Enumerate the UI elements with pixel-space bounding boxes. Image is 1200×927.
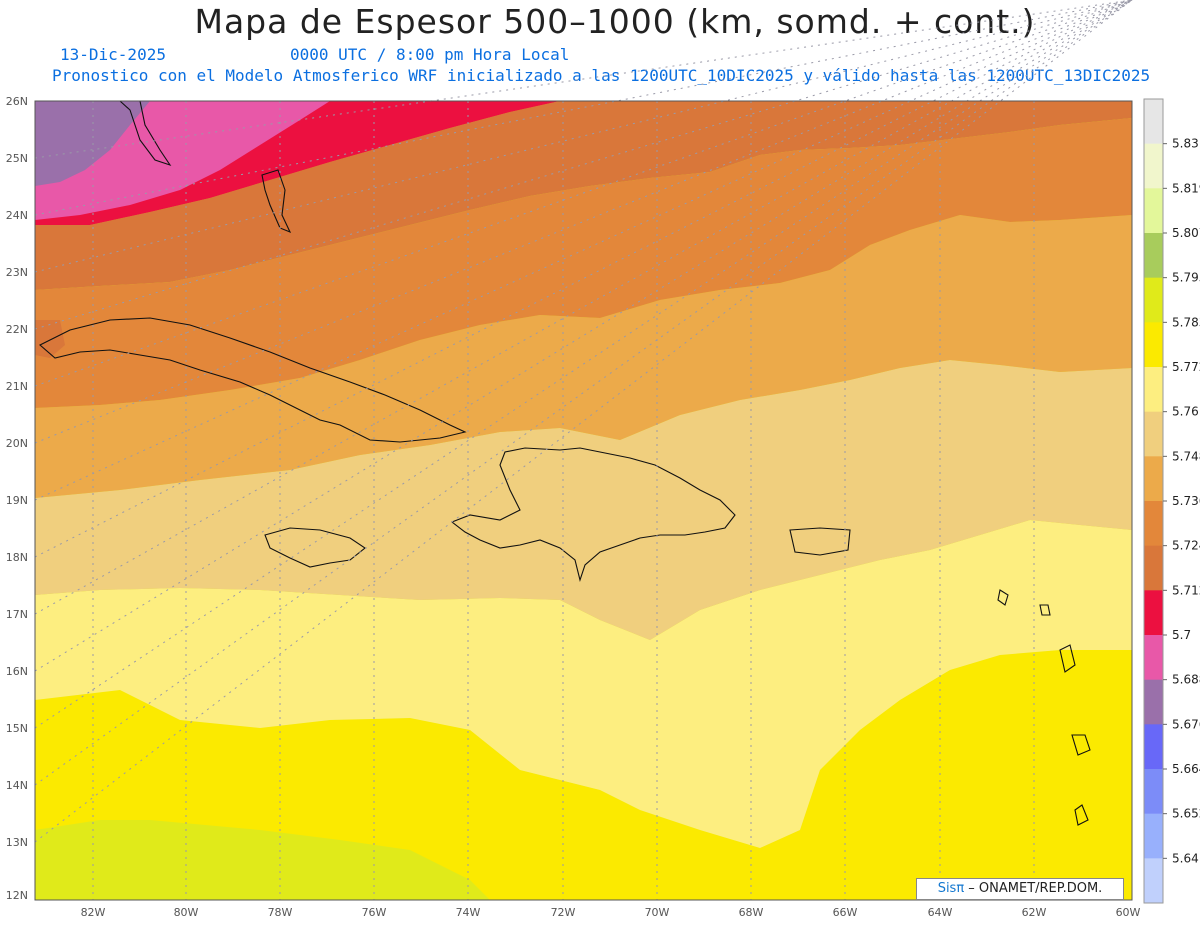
colorbar-swatch bbox=[1144, 545, 1163, 591]
colorbar-swatch bbox=[1144, 233, 1163, 279]
forecast-date: 13-Dic-2025 bbox=[60, 45, 166, 64]
lat-label: 25N bbox=[6, 152, 28, 165]
colorbar-level-label: 5.664 bbox=[1172, 762, 1200, 776]
lat-label: 20N bbox=[6, 437, 28, 450]
lat-label: 14N bbox=[6, 779, 28, 792]
colorbar-level-label: 5.76 bbox=[1172, 405, 1199, 419]
credit-text: – ONAMET/REP.DOM. bbox=[964, 881, 1103, 896]
lon-label: 68W bbox=[739, 906, 764, 919]
lat-label: 21N bbox=[6, 380, 28, 393]
colorbar-level-label: 5.748 bbox=[1172, 449, 1200, 463]
lat-label: 24N bbox=[6, 209, 28, 222]
colorbar-swatch bbox=[1144, 188, 1163, 234]
colorbar-level-label: 5.772 bbox=[1172, 360, 1200, 374]
coast-hispaniola bbox=[450, 447, 736, 582]
credit-box: Sisπ – ONAMET/REP.DOM. bbox=[916, 878, 1124, 900]
band-tan bbox=[35, 360, 1132, 640]
colorbar-swatch bbox=[1144, 456, 1163, 502]
lon-label: 62W bbox=[1022, 906, 1047, 919]
colorbar-swatch bbox=[1144, 367, 1163, 413]
lat-label: 19N bbox=[6, 494, 28, 507]
lon-label: 78W bbox=[268, 906, 293, 919]
colorbar-level-label: 5.64 bbox=[1172, 851, 1199, 865]
colorbar-swatch bbox=[1144, 99, 1163, 145]
lat-label: 26N bbox=[6, 95, 28, 108]
colorbar-swatch bbox=[1144, 858, 1163, 904]
coast-jamaica bbox=[264, 527, 366, 568]
colorbar-level-label: 5.652 bbox=[1172, 807, 1200, 821]
lat-label: 13N bbox=[6, 836, 28, 849]
band-dark-orange-west bbox=[35, 320, 65, 358]
colorbar-level-label: 5.736 bbox=[1172, 494, 1200, 508]
coast-puerto-rico bbox=[789, 527, 851, 556]
forecast-time: 0000 UTC / 8:00 pm Hora Local bbox=[290, 45, 570, 64]
lon-label: 70W bbox=[645, 906, 670, 919]
lon-label: 76W bbox=[362, 906, 387, 919]
band-dark-orange bbox=[35, 101, 1132, 290]
lat-label: 23N bbox=[6, 266, 28, 279]
band-light-orange bbox=[35, 215, 1132, 498]
plot-frame bbox=[34, 100, 1133, 901]
colorbar-swatch bbox=[1144, 590, 1163, 636]
band-pale-yellow bbox=[35, 520, 1132, 848]
colorbar-level-label: 5.712 bbox=[1172, 583, 1200, 597]
coast-lesser-antilles bbox=[997, 589, 1091, 826]
lon-label: 82W bbox=[81, 906, 106, 919]
grid bbox=[34, 0, 1133, 900]
colorbar-swatch bbox=[1144, 277, 1163, 323]
colorbar: 5.831 5.819 5.807 5.795 5.783 5.772 5.76 5.748 5… bbox=[1143, 98, 1200, 904]
lat-label: 12N bbox=[6, 889, 28, 902]
lat-label: 18N bbox=[6, 551, 28, 564]
colorbar-swatch bbox=[1144, 411, 1163, 457]
lon-label: 80W bbox=[174, 906, 199, 919]
coast-florida bbox=[119, 100, 172, 167]
lon-label: 64W bbox=[928, 906, 953, 919]
colorbar-level-label: 5.7 bbox=[1172, 628, 1191, 642]
colorbar-level-label: 5.783 bbox=[1172, 315, 1200, 329]
lat-label: 16N bbox=[6, 665, 28, 678]
colorbar-swatch bbox=[1144, 635, 1163, 681]
colorbar-swatch bbox=[1144, 769, 1163, 815]
band-yellow bbox=[35, 650, 1132, 900]
band-tan-hispaniola bbox=[625, 475, 660, 515]
lon-label: 66W bbox=[833, 906, 858, 919]
band-orange bbox=[35, 118, 1132, 408]
lat-label: 22N bbox=[6, 323, 28, 336]
lat-label: 17N bbox=[6, 608, 28, 621]
colorbar-swatch bbox=[1144, 813, 1163, 859]
colorbar-swatch bbox=[1144, 501, 1163, 547]
colorbar-level-label: 5.807 bbox=[1172, 226, 1200, 240]
coast-cuba bbox=[39, 317, 467, 443]
sispi-logo: Sisπ bbox=[937, 881, 965, 896]
lat-axis: 26N 25N 24N 23N 22N 21N 20N 19N 18N 17N … bbox=[6, 95, 28, 902]
coastlines bbox=[39, 100, 1091, 826]
coast-andros bbox=[261, 169, 292, 234]
lon-axis: 82W 80W 78W 76W 74W 72W 70W 68W 66W 64W … bbox=[81, 906, 1141, 919]
colorbar-swatch bbox=[1144, 143, 1163, 189]
lon-label: 72W bbox=[551, 906, 576, 919]
colorbar-swatch bbox=[1144, 322, 1163, 368]
colorbar-level-label: 5.688 bbox=[1172, 673, 1200, 687]
colorbar-swatch bbox=[1144, 679, 1163, 725]
lon-label: 60W bbox=[1116, 906, 1141, 919]
filled-contours bbox=[35, 101, 1132, 900]
lat-label: 15N bbox=[6, 722, 28, 735]
lon-label: 74W bbox=[456, 906, 481, 919]
colorbar-level-label: 5.724 bbox=[1172, 539, 1200, 553]
colorbar-swatch bbox=[1144, 724, 1163, 770]
colorbar-level-label: 5.795 bbox=[1172, 271, 1200, 285]
colorbar-level-label: 5.831 bbox=[1172, 137, 1200, 151]
forecast-description: Pronostico con el Modelo Atmosferico WRF… bbox=[52, 66, 1151, 85]
colorbar-level-label: 5.676 bbox=[1172, 717, 1200, 731]
colorbar-level-label: 5.819 bbox=[1172, 181, 1200, 195]
